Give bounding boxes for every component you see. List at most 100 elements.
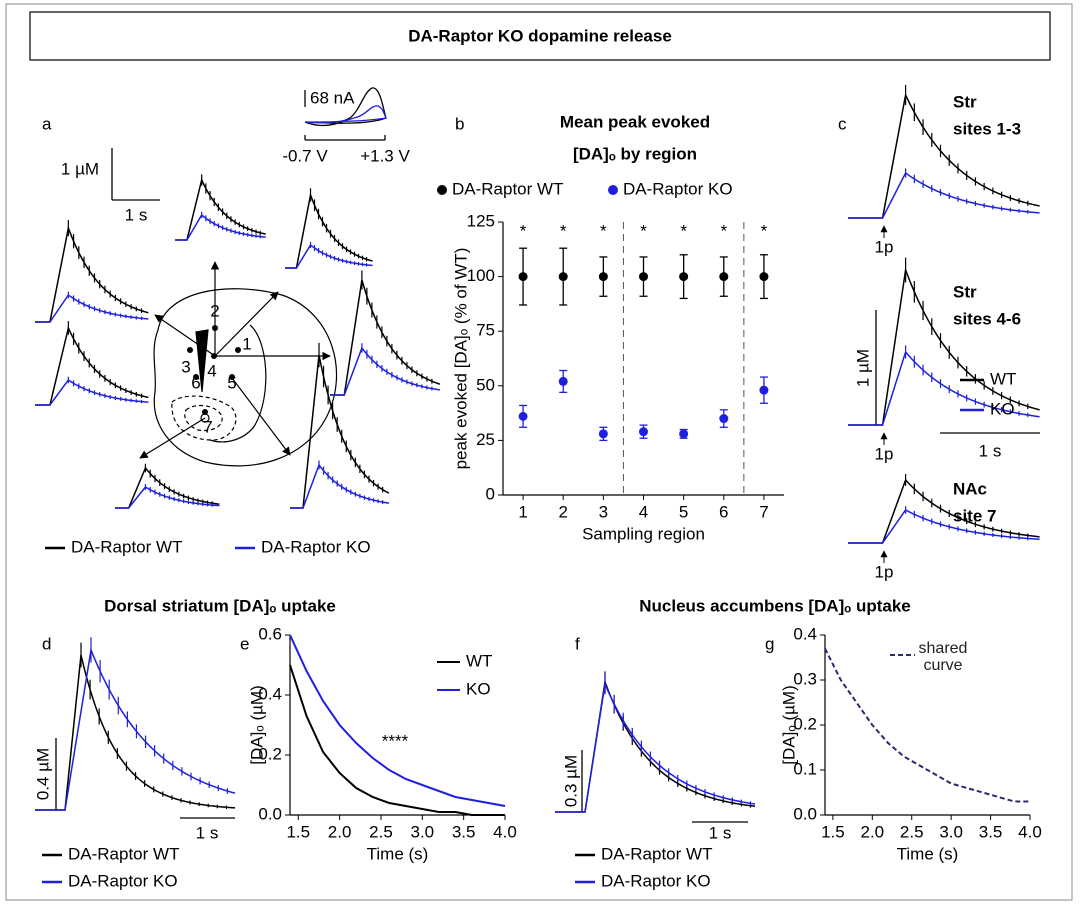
x-tick-label: 2.5 [369, 822, 393, 841]
significance: * [680, 221, 687, 240]
point [558, 272, 568, 282]
y-tick-label: 125 [467, 211, 495, 230]
panel-label: c [838, 114, 847, 133]
legend-marker [608, 185, 618, 195]
trace [848, 509, 1040, 544]
trace [848, 350, 1040, 426]
trace [555, 679, 756, 813]
x-tick-label: 1 [518, 502, 527, 521]
panel-label: d [42, 634, 51, 653]
legend-label: shared curve [918, 640, 968, 674]
line [289, 634, 506, 807]
y-tick-label: 50 [476, 375, 495, 394]
legend-label: DA-Raptor KO [601, 871, 711, 890]
trace [290, 354, 390, 509]
trace [555, 681, 756, 813]
scale-label: 1 s [979, 441, 1002, 460]
x-tick-label: 2 [558, 502, 567, 521]
stim-label: 1p [875, 237, 894, 256]
x-tick-label: 3.0 [410, 822, 434, 841]
point [679, 272, 689, 282]
trace [285, 192, 373, 269]
point [679, 429, 689, 439]
y-tick-label: 0.6 [258, 624, 282, 643]
trace [848, 478, 1040, 544]
region-label: Str [953, 92, 977, 111]
y-tick-label: 75 [476, 321, 495, 340]
x-axis-label: Time (s) [897, 844, 959, 863]
legend-label: DA-Raptor KO [623, 179, 733, 198]
trace [848, 171, 1040, 219]
x-tick-label: 3.5 [452, 822, 476, 841]
site-label: 4 [207, 361, 216, 380]
trace [115, 486, 220, 509]
scale-label: 1 µM [853, 349, 872, 387]
trace [848, 92, 1040, 219]
legend-label: DA-Raptor KO [261, 537, 371, 556]
trace [285, 243, 373, 269]
y-axis-label: peak evoked [DA]ₒ (% of WT) [451, 248, 470, 470]
point [719, 414, 729, 424]
x-axis-label: Time (s) [367, 844, 429, 863]
legend-marker [437, 185, 447, 195]
trace [175, 177, 266, 241]
x-tick-label: 2.0 [860, 822, 884, 841]
region-label: Str [953, 282, 977, 301]
significance: * [560, 221, 567, 240]
voltammogram [304, 87, 387, 141]
legend-label: KO [990, 399, 1015, 418]
legend-label: DA-Raptor WT [601, 844, 712, 863]
point [598, 272, 608, 282]
significance: * [600, 221, 607, 240]
panel-title: Dorsal striatum [DA]ₒ uptake [104, 596, 336, 615]
y-tick-label: 0.2 [793, 714, 817, 733]
panel-label: b [455, 114, 464, 133]
significance: * [520, 221, 527, 240]
scale-label: 1 s [125, 205, 148, 224]
region-label: sites 1-3 [953, 119, 1021, 138]
region-label: site 7 [953, 506, 996, 525]
y-axis-label: [DA]ₒ (µM) [779, 685, 798, 764]
chart-title: [DA]ₒ by region [573, 144, 697, 163]
y-axis-label: [DA]ₒ (µM) [247, 685, 266, 764]
trace [35, 647, 236, 811]
x-tick-label: 6 [719, 502, 728, 521]
trace [175, 213, 266, 241]
legend-label: DA-Raptor WT [452, 179, 563, 198]
site-label: 7 [203, 417, 212, 436]
trace [290, 463, 390, 509]
region-label: NAc [953, 479, 987, 498]
legend-label: DA-Raptor WT [68, 844, 179, 863]
point [518, 272, 528, 282]
x-tick-label: 5 [679, 502, 688, 521]
x-axis-label: Sampling region [582, 524, 705, 543]
y-tick-label: 0.3 [793, 669, 817, 688]
site-label: 6 [191, 373, 200, 392]
site-label: 1 [242, 334, 251, 353]
significance: * [720, 221, 727, 240]
site-dots [187, 325, 241, 415]
significance: **** [382, 731, 409, 750]
panel-label: e [240, 634, 249, 653]
x-tick-label: 4 [639, 502, 648, 521]
point [639, 272, 648, 282]
line [824, 648, 1030, 803]
x-tick-label: 4.0 [1018, 822, 1042, 841]
scale-label: 1 µM [61, 159, 99, 178]
trace [35, 654, 236, 811]
point [759, 385, 769, 395]
trace [848, 267, 1040, 426]
site-label: 5 [227, 373, 236, 392]
x-tick-label: 3 [599, 502, 608, 521]
site-label: 3 [181, 357, 190, 376]
title-box [29, 11, 1051, 61]
x-tick-label: 3.0 [939, 822, 963, 841]
x-tick-label: 2.0 [328, 822, 352, 841]
legend-label: WT [466, 651, 492, 670]
trace [330, 279, 441, 396]
y-tick-label: 0.0 [258, 804, 282, 823]
y-tick-label: 0.4 [258, 684, 282, 703]
frame [5, 3, 1073, 901]
